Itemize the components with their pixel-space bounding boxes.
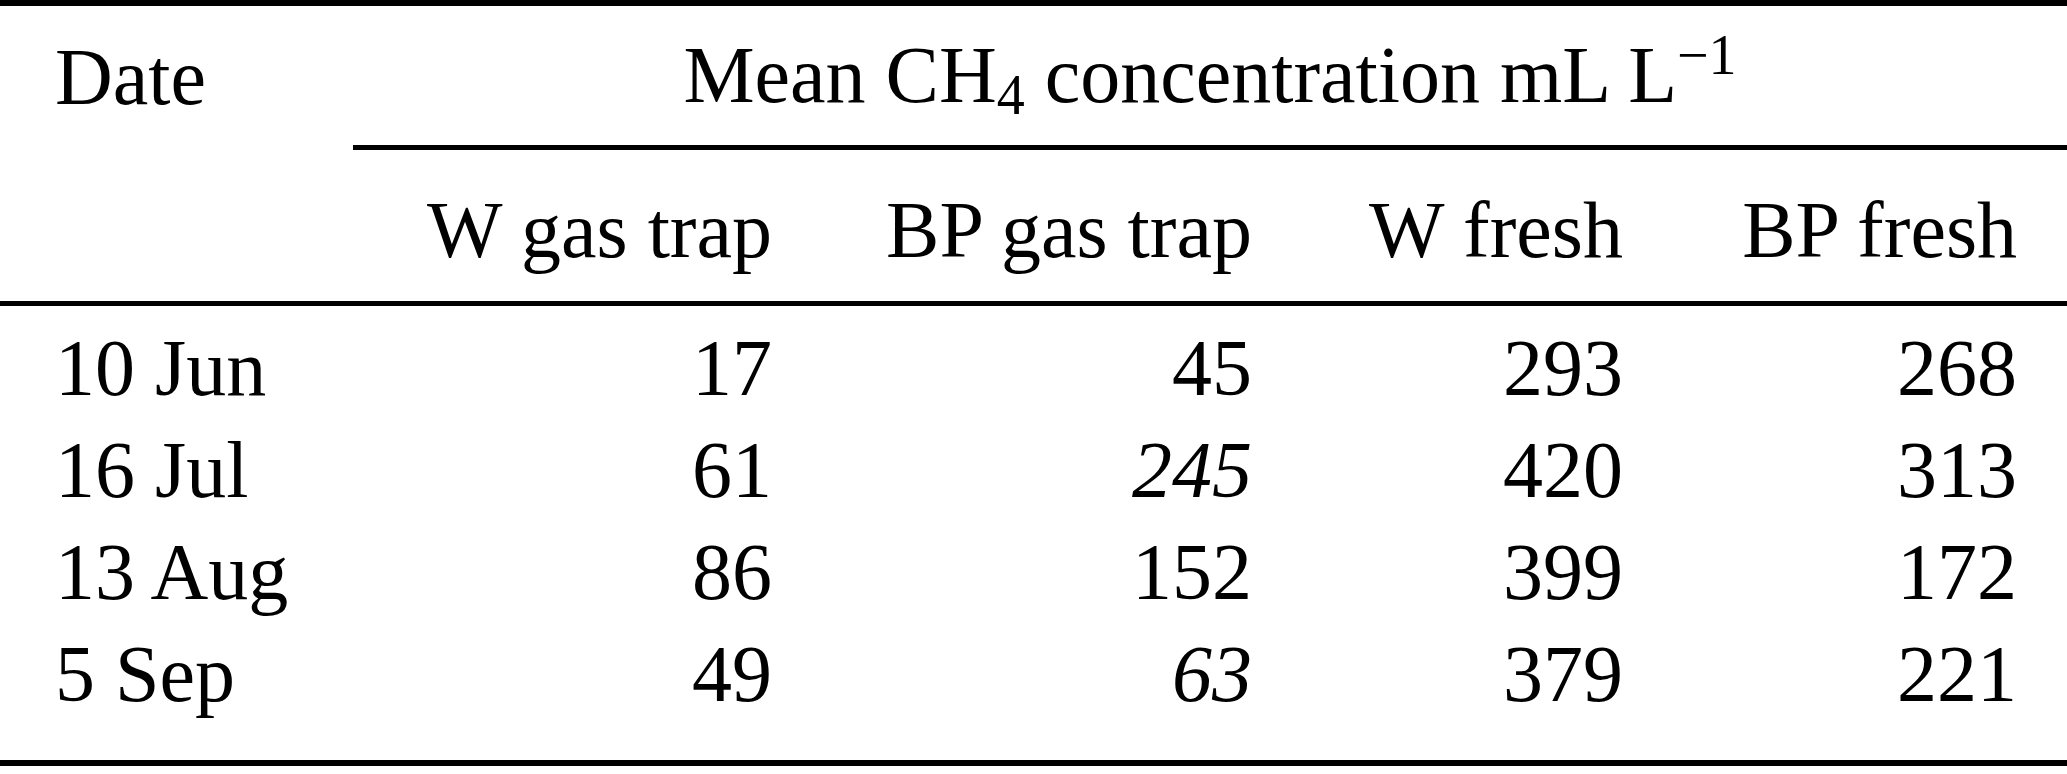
value-cell: 420 [1262,408,1633,510]
column-header-w-gas-trap: W gas trap [353,147,787,303]
column-header-bp-fresh: BP fresh [1633,147,2067,303]
column-header-w-fresh: W fresh [1262,147,1633,303]
value-cell: 399 [1262,510,1633,612]
value-cell: 313 [1633,408,2067,510]
span-header-prefix: Mean CH [683,31,996,119]
value-cell: 17 [353,303,787,408]
date-column-header: Date [0,3,353,147]
ch4-subscript: 4 [997,64,1025,126]
value-cell: 61 [353,408,787,510]
table-row: 13 Aug 86 152 399 172 [0,510,2067,612]
date-cell: 16 Jul [0,408,353,510]
unit-exponent: −1 [1677,24,1737,86]
table-header-row-columns: W gas trap BP gas trap W fresh BP fresh [0,147,2067,303]
value-cell: 245 [787,408,1262,510]
value-cell: 152 [787,510,1262,612]
value-cell: 221 [1633,612,2067,763]
paper-page: Date Mean CH4 concentration mL L−1 W gas… [0,0,2067,774]
table-row: 5 Sep 49 63 379 221 [0,612,2067,763]
value-cell: 86 [353,510,787,612]
table-header-row-top: Date Mean CH4 concentration mL L−1 [0,3,2067,147]
empty-header-cell [0,147,353,303]
span-header-middle: concentration mL L [1025,31,1677,119]
column-header-bp-gas-trap: BP gas trap [787,147,1262,303]
value-cell: 49 [353,612,787,763]
value-cell: 45 [787,303,1262,408]
table-row: 16 Jul 61 245 420 313 [0,408,2067,510]
value-cell: 172 [1633,510,2067,612]
span-header-mean-ch4-concentration: Mean CH4 concentration mL L−1 [353,3,2067,147]
date-cell: 10 Jun [0,303,353,408]
value-cell: 379 [1262,612,1633,763]
value-cell: 293 [1262,303,1633,408]
date-cell: 13 Aug [0,510,353,612]
value-cell: 63 [787,612,1262,763]
ch4-concentration-table: Date Mean CH4 concentration mL L−1 W gas… [0,0,2067,766]
table-row: 10 Jun 17 45 293 268 [0,303,2067,408]
date-cell: 5 Sep [0,612,353,763]
value-cell: 268 [1633,303,2067,408]
